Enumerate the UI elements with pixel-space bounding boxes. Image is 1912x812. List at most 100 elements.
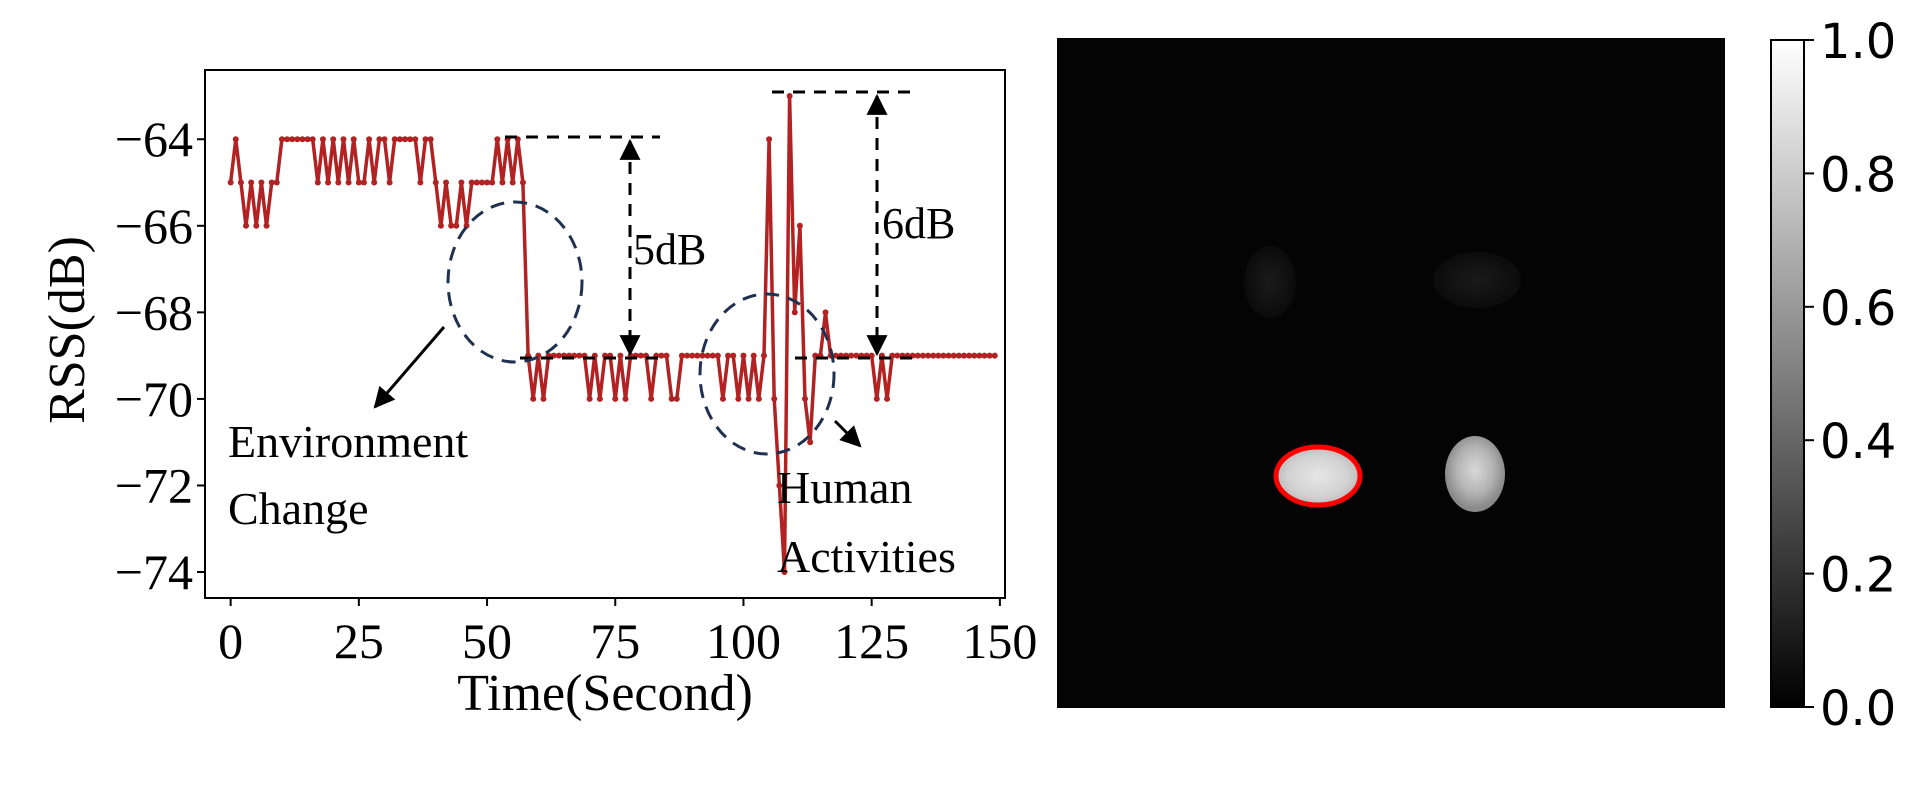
rss-data-point xyxy=(966,352,973,359)
rss-data-point xyxy=(319,136,326,143)
rss-data-point xyxy=(335,179,342,186)
segmentation-heatmap xyxy=(1057,38,1725,708)
rss-data-point xyxy=(935,352,942,359)
rss-data-point xyxy=(760,352,767,359)
rss-data-point xyxy=(458,179,465,186)
rss-data-point xyxy=(735,395,742,402)
rss-data-point xyxy=(740,352,747,359)
colorbar-tick-label: 0.2 xyxy=(1820,548,1896,604)
rss-data-point xyxy=(771,395,778,402)
rss-data-point xyxy=(981,352,988,359)
rss-data-point xyxy=(248,179,255,186)
rss-data-point xyxy=(781,569,788,576)
rss-data-point xyxy=(853,352,860,359)
rss-data-point xyxy=(955,352,962,359)
rss-data-point xyxy=(894,352,901,359)
rss-data-point xyxy=(432,179,439,186)
rss-data-point xyxy=(586,395,593,402)
heatmap-background xyxy=(1057,38,1725,708)
environment-change-circle xyxy=(446,200,584,364)
six-db-label: 6dB xyxy=(882,199,955,248)
rss-data-point xyxy=(443,179,450,186)
rss-data-point xyxy=(755,395,762,402)
rss-data-point xyxy=(914,352,921,359)
rss-data-point xyxy=(489,179,496,186)
rss-data-point xyxy=(304,136,311,143)
rss-data-point xyxy=(376,136,383,143)
y-tick-label: −66 xyxy=(115,198,193,254)
rss-data-point xyxy=(684,352,691,359)
rss-data-point xyxy=(776,482,783,489)
x-tick-label: 150 xyxy=(962,613,1037,669)
rss-data-point xyxy=(699,352,706,359)
rss-data-point xyxy=(596,395,603,402)
rss-data-point xyxy=(340,136,347,143)
rss-data-point xyxy=(945,352,952,359)
rss-data-point xyxy=(402,136,408,143)
rss-data-point xyxy=(253,222,260,229)
rss-data-point xyxy=(417,179,424,186)
axis-ticks: 0 25 50 75 100 125 150 −64 −66 −68 −70 −72 −74 xyxy=(115,111,1038,669)
human-activities-arrow xyxy=(833,419,862,448)
rss-data-point xyxy=(468,179,475,186)
x-tick-label: 100 xyxy=(706,613,781,669)
rss-data-point xyxy=(273,179,280,186)
colorbar-tick-label: 0.4 xyxy=(1820,414,1896,470)
x-tick-label: 0 xyxy=(218,613,243,669)
x-tick-label: 25 xyxy=(334,613,384,669)
rss-data-point xyxy=(925,352,932,359)
rss-data-point xyxy=(714,352,721,359)
rss-data-point xyxy=(637,352,644,359)
colorbar-tick-label: 0.0 xyxy=(1820,681,1896,737)
rss-data-point xyxy=(919,352,926,359)
rss-data-point xyxy=(678,352,685,359)
rss-data-point xyxy=(991,352,998,359)
rss-data-point xyxy=(473,179,480,186)
colorbar: 0.0 0.2 0.4 0.6 0.8 1.0 xyxy=(1770,14,1896,737)
rss-data-point xyxy=(796,222,803,229)
bright-blob-left xyxy=(1276,447,1360,505)
rss-data-point xyxy=(704,352,711,359)
rss-data-point xyxy=(673,395,680,402)
rss-data-point xyxy=(232,136,239,143)
rss-data-point xyxy=(884,395,891,402)
rss-data-point xyxy=(345,179,352,186)
rss-data-point xyxy=(648,395,655,402)
human-activities-circle xyxy=(698,292,836,456)
rss-data-point xyxy=(725,352,732,359)
rss-data-point xyxy=(950,352,957,359)
rss-data-point xyxy=(412,136,419,143)
colorbar-tick-label: 1.0 xyxy=(1820,14,1896,70)
human-activities-label-line2: Activities xyxy=(777,531,956,582)
rss-data-point xyxy=(371,179,378,186)
rss-data-point xyxy=(873,395,880,402)
rss-data-point xyxy=(719,395,726,402)
rss-data-point xyxy=(555,352,562,359)
rss-data-point xyxy=(786,92,793,99)
environment-change-label-line2: Change xyxy=(228,483,369,534)
rss-data-point xyxy=(391,136,398,143)
rss-data-point xyxy=(263,222,270,229)
rss-data-point xyxy=(617,352,624,359)
rss-data-point xyxy=(314,179,321,186)
y-tick-label: −72 xyxy=(115,457,193,513)
rss-data-point xyxy=(519,179,526,186)
rss-data-point xyxy=(278,136,285,143)
rss-data-point xyxy=(822,309,829,316)
rss-data-point xyxy=(612,395,619,402)
rss-data-point xyxy=(848,352,855,359)
rss-data-point xyxy=(668,395,675,402)
rss-data-point xyxy=(243,222,250,229)
rss-data-point xyxy=(407,136,414,143)
rss-data-point xyxy=(422,136,429,143)
rss-data-point xyxy=(309,136,316,143)
x-tick-label: 75 xyxy=(590,613,640,669)
rss-data-point xyxy=(499,179,506,186)
y-tick-label: −70 xyxy=(115,371,193,427)
plot-frame xyxy=(204,69,1006,599)
colorbar-ticks: 0.0 0.2 0.4 0.6 0.8 1.0 xyxy=(1804,14,1896,737)
rss-data-point xyxy=(709,352,716,359)
rss-data-point xyxy=(289,136,296,143)
rss-data-point xyxy=(509,179,516,186)
